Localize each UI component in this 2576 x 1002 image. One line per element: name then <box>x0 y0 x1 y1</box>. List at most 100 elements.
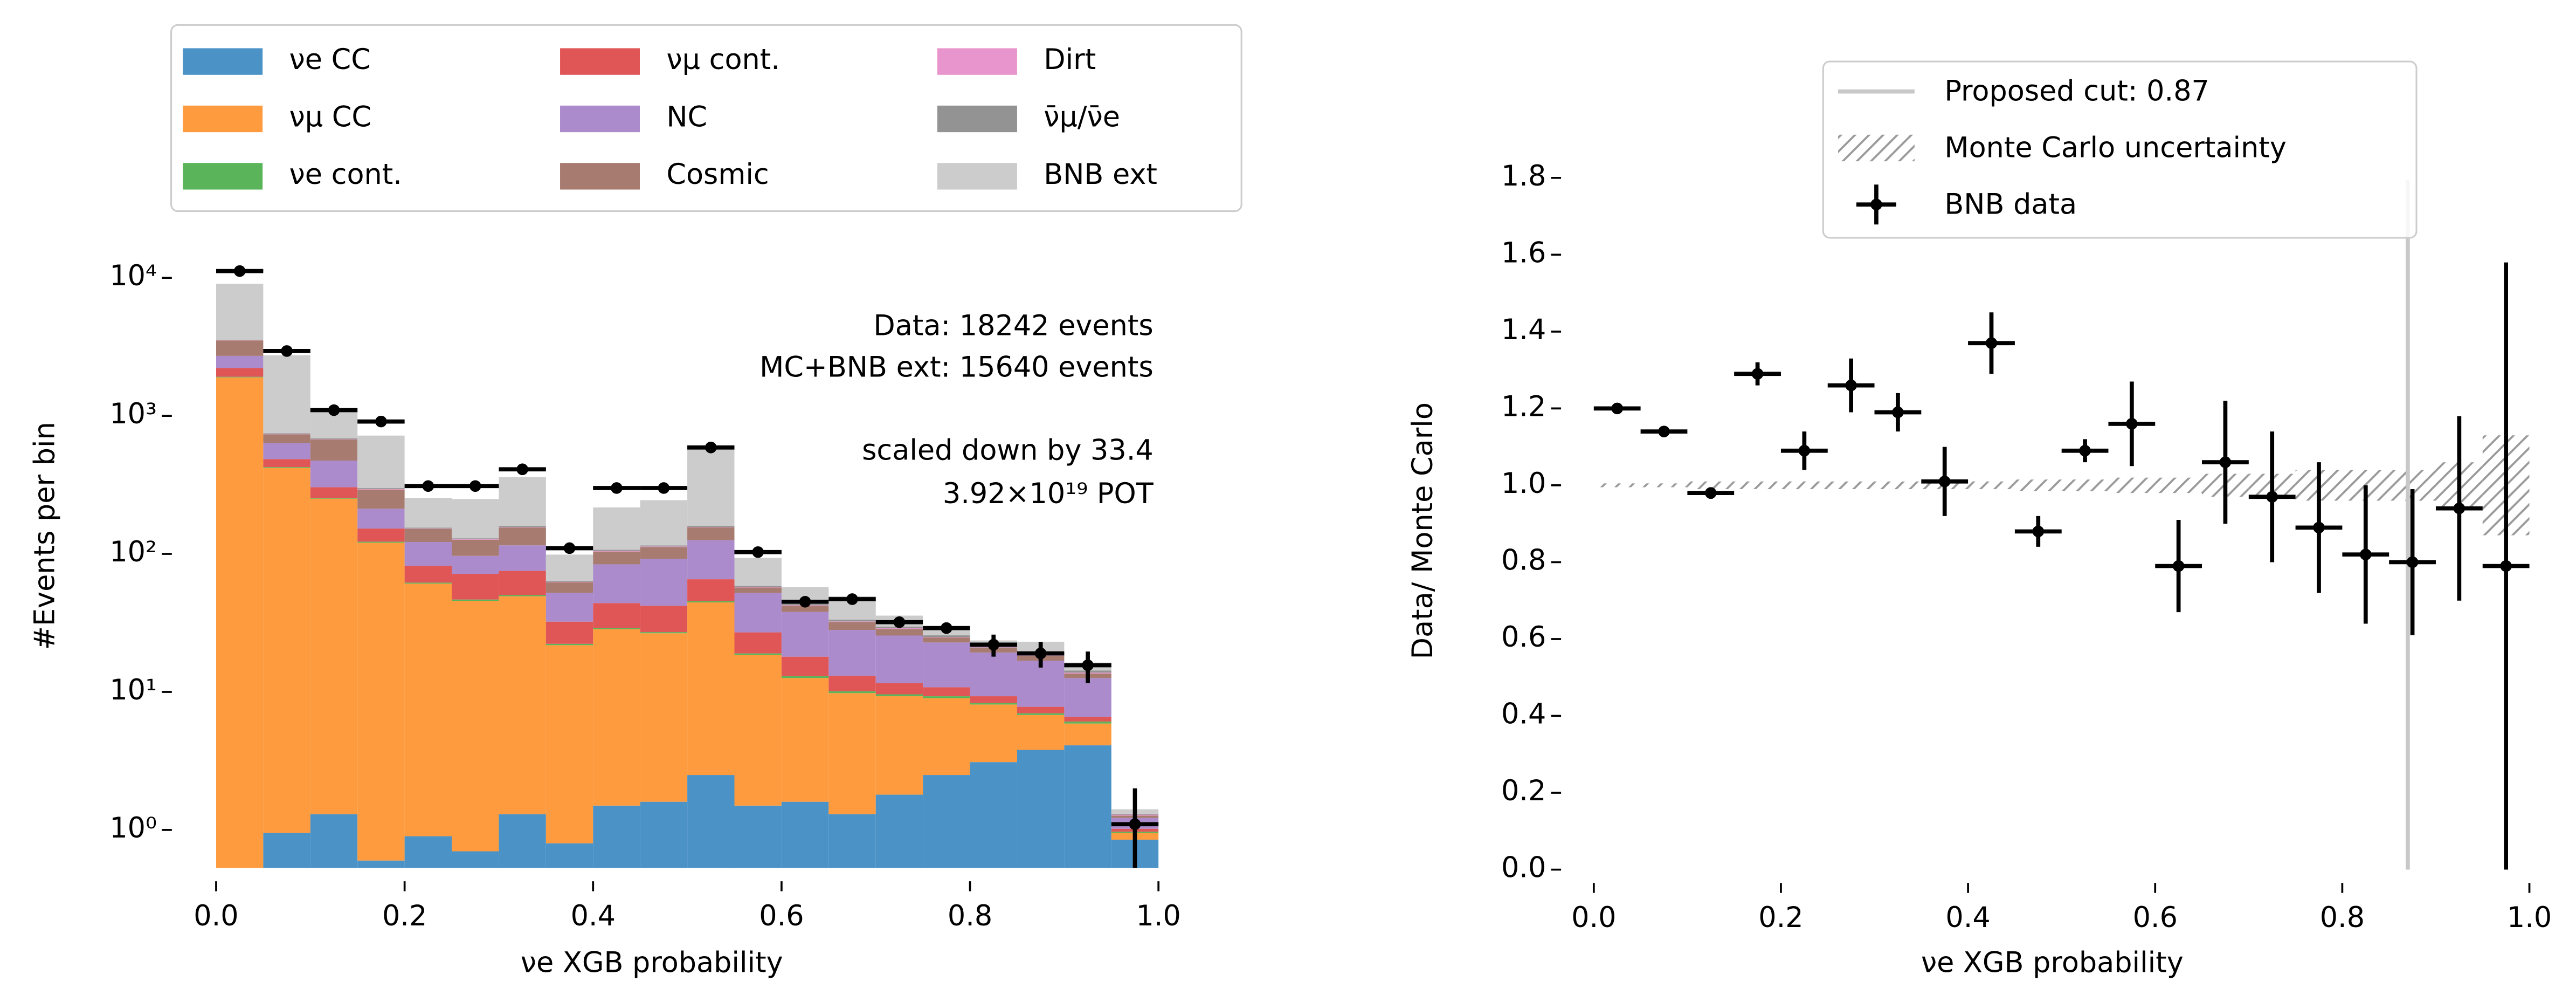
y-tick-label: 0.8 <box>1501 544 1546 577</box>
histogram-segment <box>545 593 593 622</box>
legend-swatch <box>1838 134 1915 162</box>
y-tick-label: 10⁴ <box>109 259 157 292</box>
data-point <box>1892 406 1904 418</box>
histogram-segment <box>310 461 358 488</box>
histogram-segment <box>593 805 640 868</box>
mc-uncertainty-band <box>1780 481 1828 490</box>
x-tick-label: 0.6 <box>759 900 804 932</box>
histogram-segment <box>734 632 782 654</box>
histogram-segment <box>923 642 970 688</box>
data-point <box>799 596 811 608</box>
histogram-segment <box>310 439 358 461</box>
histogram-segment <box>452 574 499 600</box>
histogram-segment <box>781 801 829 868</box>
histogram-segment <box>216 376 264 378</box>
x-tick-label: 0.8 <box>2320 901 2365 934</box>
mc-uncertainty-band <box>1593 483 1641 488</box>
data-point <box>611 482 623 494</box>
mc-uncertainty-band <box>2155 477 2202 493</box>
data-point <box>2172 560 2185 572</box>
legend-label: νe CC <box>289 43 370 76</box>
mc-uncertainty-band <box>1734 481 1781 490</box>
histogram-segment <box>640 632 688 634</box>
histogram-segment <box>828 621 876 622</box>
histogram-segment <box>216 377 264 868</box>
data-point <box>2453 502 2465 514</box>
histogram-segment <box>1064 717 1111 722</box>
histogram-segment <box>404 582 452 584</box>
histogram-segment <box>923 635 970 637</box>
data-point <box>563 542 576 554</box>
legend-swatch <box>560 163 640 190</box>
mc-uncertainty-band <box>1874 481 1922 490</box>
legend-label: Cosmic <box>666 158 769 191</box>
y-tick-label: 0.2 <box>1501 774 1546 807</box>
legend-label: νe cont. <box>289 158 402 191</box>
histogram-segment <box>545 643 593 646</box>
histogram-segment <box>404 584 452 836</box>
data-point <box>2032 525 2045 538</box>
histogram-segment <box>404 566 452 583</box>
data-point <box>752 546 764 558</box>
y-tick-label: 1.2 <box>1501 390 1546 423</box>
histogram-segment <box>640 559 688 606</box>
histogram-segment <box>452 851 499 868</box>
x-tick-label: 0.2 <box>1758 901 1803 934</box>
histogram-segment <box>875 635 923 683</box>
y-tick-label: 1.6 <box>1501 236 1546 269</box>
histogram-segment <box>499 477 546 526</box>
data-point <box>2126 418 2138 430</box>
legend-swatch <box>1870 198 1882 211</box>
histogram-segment <box>687 579 735 601</box>
histogram-segment <box>687 601 735 603</box>
histogram-segment <box>781 612 829 657</box>
histogram-segment <box>687 775 735 868</box>
histogram-segment <box>404 836 452 868</box>
legend-swatch <box>183 163 263 190</box>
right-panel: 0.0 0.2 0.4 0.6 0.8 1.0 0.0 0.2 0.4 0.6 0.8 1.0 1.2 1… <box>1406 60 2552 979</box>
x-axis-label: νe XGB probability <box>521 946 783 979</box>
histogram-segment <box>1017 706 1065 713</box>
histogram-segment <box>593 628 640 629</box>
data-point <box>375 415 387 428</box>
histogram-segment <box>593 551 640 565</box>
histogram-segment <box>499 545 546 571</box>
histogram-segment <box>781 606 829 612</box>
y-tick-label: 10⁰ <box>109 812 157 845</box>
data-point <box>2406 556 2419 568</box>
x-tick-label: 0.6 <box>2133 901 2178 934</box>
data-point <box>1129 818 1141 831</box>
x-tick-label: 0.2 <box>382 900 427 932</box>
histogram-segment <box>734 587 782 588</box>
histogram-segment <box>263 443 310 459</box>
histogram-segment <box>310 438 358 440</box>
histogram-segment <box>593 629 640 806</box>
histogram-segment <box>1017 750 1065 868</box>
histogram-segment <box>216 355 264 368</box>
y-tick-label: 10¹ <box>109 674 157 706</box>
data-point <box>1798 444 1811 457</box>
histogram-segment <box>1064 745 1111 868</box>
histogram-segment <box>357 435 405 489</box>
histogram-segment <box>640 545 688 547</box>
data-point <box>1751 368 1764 380</box>
histogram-segment <box>263 466 310 468</box>
data-point <box>233 265 246 277</box>
histogram-segment <box>970 703 1017 705</box>
histogram-segment <box>828 814 876 868</box>
mc-uncertainty-band <box>1968 481 2015 490</box>
annotation: scaled down by 33.4 <box>862 434 1154 467</box>
legend-swatch <box>937 163 1017 190</box>
data-point <box>893 616 906 628</box>
data-point <box>1082 659 1094 671</box>
histogram-segment <box>734 593 782 633</box>
data-point <box>2500 560 2512 572</box>
histogram-segment <box>545 621 593 644</box>
y-axis-label: Data/ Monte Carlo <box>1406 402 1439 659</box>
histogram-segment <box>216 340 264 356</box>
histogram-segment <box>499 595 546 596</box>
mc-uncertainty-band <box>2061 479 2109 491</box>
histogram-segment <box>357 509 405 529</box>
legend-label: Monte Carlo uncertainty <box>1944 132 2287 164</box>
mc-uncertainty-band <box>1827 481 1875 490</box>
